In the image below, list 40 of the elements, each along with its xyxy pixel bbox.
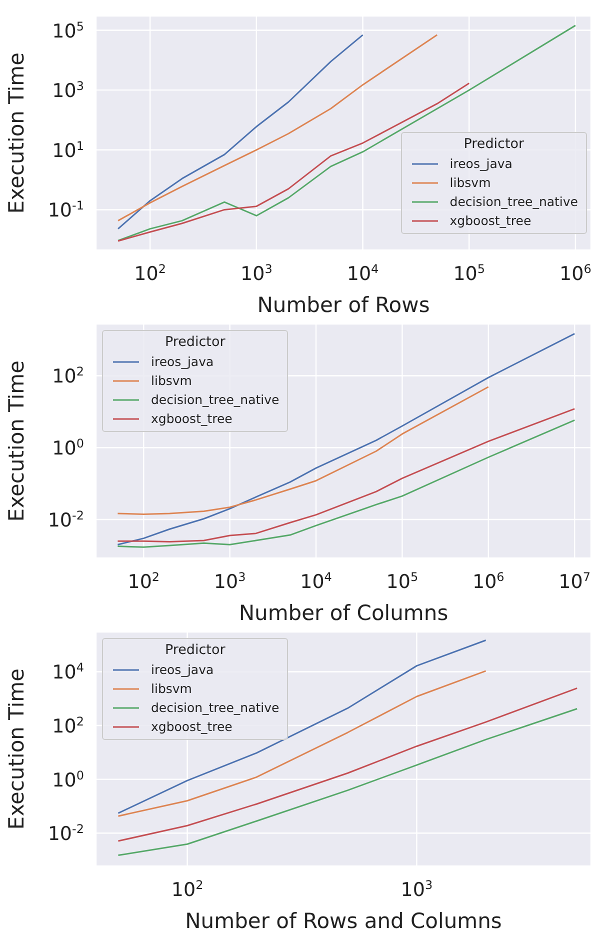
legend-label: libsvm — [450, 175, 491, 190]
legend-label: decision_tree_native — [450, 194, 578, 209]
x-tick-label: 10$^{2}$ — [128, 570, 160, 593]
legend-title: Predictor — [164, 334, 226, 350]
y-tick-label: 10$^{-1}$ — [48, 198, 84, 222]
x-tick-label: 10$^{3}$ — [214, 570, 246, 593]
legend-label: xgboost_tree — [151, 411, 232, 426]
x-tick-label: 10$^{4}$ — [300, 570, 332, 593]
legend-title: Predictor — [462, 136, 526, 152]
x-axis-title: Number of Rows — [257, 293, 430, 317]
y-tick-label: 10$^{-2}$ — [48, 508, 84, 532]
legend-title: Predictor — [164, 642, 226, 658]
x-tick-label: 10$^{3}$ — [240, 262, 272, 285]
legend-label: decision_tree_native — [151, 700, 280, 715]
x-axis-title: Number of Columns — [238, 601, 448, 625]
y-tick-label: 10$^{1}$ — [52, 138, 84, 162]
y-tick-label: 10$^{-2}$ — [48, 822, 84, 846]
x-tick-label: 10$^{7}$ — [558, 570, 591, 593]
x-tick-label: 10$^{4}$ — [346, 262, 379, 285]
legend-label: ireos_java — [450, 156, 512, 171]
legend-label: libsvm — [151, 373, 192, 388]
y-tick-label: 10$^{0}$ — [52, 436, 84, 460]
legend-label: decision_tree_native — [151, 392, 280, 407]
legend-label: xgboost_tree — [450, 213, 532, 228]
x-tick-label: 10$^{6}$ — [560, 262, 592, 285]
legend-label: ireos_java — [151, 662, 214, 677]
y-tick-label: 10$^{0}$ — [52, 768, 84, 792]
y-tick-label: 10$^{5}$ — [52, 19, 84, 42]
x-tick-label: 10$^{5}$ — [386, 570, 418, 593]
x-axis-title: Number of Rows and Columns — [185, 909, 502, 933]
x-tick-label: 10$^{2}$ — [134, 262, 166, 285]
x-tick-label: 10$^{5}$ — [453, 262, 486, 285]
y-tick-label: 10$^{2}$ — [52, 364, 84, 388]
y-tick-label: 10$^{3}$ — [52, 79, 84, 102]
legend-label: libsvm — [151, 681, 192, 696]
x-tick-label: 10$^{6}$ — [472, 570, 504, 593]
legend-label: ireos_java — [151, 354, 214, 369]
y-tick-label: 10$^{4}$ — [52, 660, 84, 684]
y-tick-label: 10$^{2}$ — [52, 714, 84, 738]
legend-label: xgboost_tree — [151, 719, 232, 734]
